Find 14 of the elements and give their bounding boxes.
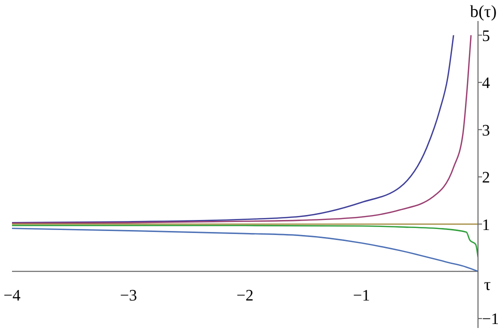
line-series — [12, 224, 478, 258]
x-axis-title: τ — [484, 275, 491, 296]
x-tick-label: −1 — [352, 287, 370, 304]
x-tick-label: −3 — [120, 287, 138, 304]
y-axis-title: b(τ) — [470, 2, 497, 22]
y-tick-label: 4 — [482, 75, 490, 92]
x-tick-label: −4 — [3, 287, 21, 304]
y-tick-label: 1 — [482, 216, 490, 234]
y-tick-label: 5 — [482, 28, 490, 45]
x-tick-label: −2 — [236, 287, 254, 304]
y-tick-label: −1 — [482, 311, 498, 328]
y-tick-label: 3 — [482, 122, 490, 140]
line-series — [12, 228, 478, 272]
y-tick-label: 2 — [482, 170, 490, 187]
